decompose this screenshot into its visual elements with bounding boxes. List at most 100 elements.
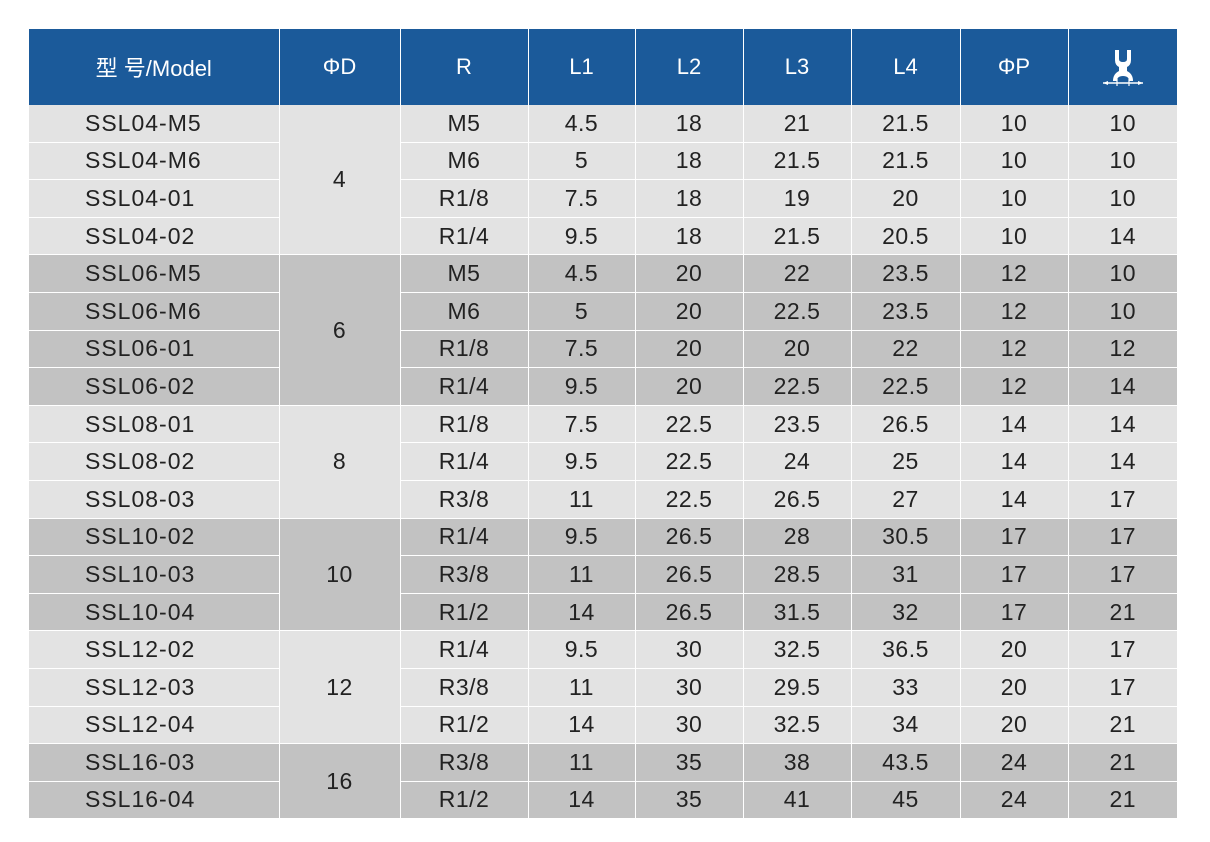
l4-cell: 27 xyxy=(851,480,961,519)
model-cell: SSL12-03 xyxy=(29,668,280,707)
l1-cell: 9.5 xyxy=(528,367,636,406)
header-l4: L4 xyxy=(851,29,961,105)
l1-cell: 9.5 xyxy=(528,630,636,669)
thread-cell: R1/2 xyxy=(400,593,529,632)
model-cell: SSL06-02 xyxy=(29,367,280,406)
hex-cell: 17 xyxy=(1068,555,1177,594)
l4-cell: 34 xyxy=(851,706,961,745)
p-cell: 24 xyxy=(960,743,1069,782)
table-row: SSL04-M6 M6 5 18 21.5 21.5 10 10 xyxy=(29,142,1177,181)
l1-cell: 4.5 xyxy=(528,105,636,143)
l1-cell: 9.5 xyxy=(528,442,636,481)
p-cell: 24 xyxy=(960,781,1069,820)
l3-cell: 31.5 xyxy=(743,593,852,632)
p-cell: 17 xyxy=(960,518,1069,557)
p-cell: 10 xyxy=(960,105,1069,143)
header-row: 型 号/Model ΦD R L1 L2 L3 L4 ΦP xyxy=(29,29,1177,105)
model-cell: SSL10-02 xyxy=(29,518,280,557)
header-l2: L2 xyxy=(635,29,744,105)
thread-cell: R1/8 xyxy=(400,330,529,369)
table-row: SSL06-M5 6 M5 4.5 20 22 23.5 12 10 xyxy=(29,254,1177,406)
hex-cell: 10 xyxy=(1068,105,1177,143)
model-cell: SSL10-03 xyxy=(29,555,280,594)
table-row: SSL06-01 R1/8 7.5 20 20 22 12 12 xyxy=(29,330,1177,369)
hex-cell: 10 xyxy=(1068,179,1177,218)
thread-cell: R3/8 xyxy=(400,743,529,782)
model-cell: SSL04-M6 xyxy=(29,142,280,181)
l3-cell: 28 xyxy=(743,518,852,557)
hex-cell: 10 xyxy=(1068,142,1177,181)
thread-cell: R1/8 xyxy=(400,405,529,444)
l3-cell: 23.5 xyxy=(743,405,852,444)
l4-cell: 20 xyxy=(851,179,961,218)
thread-cell: R3/8 xyxy=(400,555,529,594)
table-header: 型 号/Model ΦD R L1 L2 L3 L4 ΦP xyxy=(29,29,1177,105)
p-cell: 20 xyxy=(960,630,1069,669)
l3-cell: 32.5 xyxy=(743,630,852,669)
l2-cell: 22.5 xyxy=(635,480,744,519)
l2-cell: 18 xyxy=(635,217,744,256)
l1-cell: 7.5 xyxy=(528,330,636,369)
hex-cell: 14 xyxy=(1068,405,1177,444)
model-cell: SSL12-02 xyxy=(29,630,280,669)
l4-cell: 21.5 xyxy=(851,142,961,181)
l4-cell: 22.5 xyxy=(851,367,961,406)
p-cell: 10 xyxy=(960,142,1069,181)
thread-cell: R1/4 xyxy=(400,367,529,406)
l1-cell: 4.5 xyxy=(528,254,636,293)
l1-cell: 7.5 xyxy=(528,179,636,218)
p-cell: 14 xyxy=(960,480,1069,519)
header-l1: L1 xyxy=(528,29,636,105)
hex-cell: 14 xyxy=(1068,217,1177,256)
l2-cell: 20 xyxy=(635,292,744,331)
l3-cell: 41 xyxy=(743,781,852,820)
l4-cell: 20.5 xyxy=(851,217,961,256)
hex-cell: 17 xyxy=(1068,668,1177,707)
l1-cell: 5 xyxy=(528,142,636,181)
l1-cell: 11 xyxy=(528,668,636,707)
table-row: SSL12-03 R3/8 11 30 29.5 33 20 17 xyxy=(29,668,1177,707)
l4-cell: 23.5 xyxy=(851,292,961,331)
table-row: SSL08-02 R1/4 9.5 22.5 24 25 14 14 xyxy=(29,442,1177,481)
l2-cell: 30 xyxy=(635,668,744,707)
table-row: SSL10-03 R3/8 11 26.5 28.5 31 17 17 xyxy=(29,555,1177,594)
spec-table: 型 号/Model ΦD R L1 L2 L3 L4 ΦP SSL04-M5 4 M… xyxy=(29,29,1177,820)
l1-cell: 14 xyxy=(528,781,636,820)
model-cell: SSL04-02 xyxy=(29,217,280,256)
l3-cell: 21.5 xyxy=(743,142,852,181)
hex-cell: 21 xyxy=(1068,781,1177,820)
thread-cell: R1/8 xyxy=(400,179,529,218)
model-cell: SSL06-M5 xyxy=(29,254,280,293)
header-model: 型 号/Model xyxy=(29,29,280,105)
hex-cell: 14 xyxy=(1068,442,1177,481)
diameter-d-cell: 6 xyxy=(279,254,401,406)
diameter-d-cell: 10 xyxy=(279,518,401,632)
model-cell: SSL04-01 xyxy=(29,179,280,218)
l1-cell: 5 xyxy=(528,292,636,331)
thread-cell: R1/4 xyxy=(400,217,529,256)
l3-cell: 22 xyxy=(743,254,852,293)
thread-cell: M6 xyxy=(400,142,529,181)
l3-cell: 32.5 xyxy=(743,706,852,745)
l3-cell: 26.5 xyxy=(743,480,852,519)
table-row: SSL10-02 10 R1/4 9.5 26.5 28 30.5 17 17 xyxy=(29,518,1177,632)
l2-cell: 26.5 xyxy=(635,593,744,632)
l1-cell: 7.5 xyxy=(528,405,636,444)
l2-cell: 20 xyxy=(635,330,744,369)
table-row: SSL12-02 12 R1/4 9.5 30 32.5 36.5 20 17 xyxy=(29,630,1177,745)
p-cell: 17 xyxy=(960,593,1069,632)
header-diameter-d: ΦD xyxy=(279,29,401,105)
p-cell: 12 xyxy=(960,254,1069,293)
diameter-d-cell: 8 xyxy=(279,405,401,519)
l3-cell: 22.5 xyxy=(743,292,852,331)
l4-cell: 25 xyxy=(851,442,961,481)
model-cell: SSL10-04 xyxy=(29,593,280,632)
l2-cell: 22.5 xyxy=(635,442,744,481)
l4-cell: 45 xyxy=(851,781,961,820)
diameter-d-cell: 4 xyxy=(279,105,401,256)
thread-cell: R1/4 xyxy=(400,518,529,557)
p-cell: 10 xyxy=(960,217,1069,256)
table-row: SSL16-04 R1/2 14 35 41 45 24 21 xyxy=(29,781,1177,820)
thread-cell: R3/8 xyxy=(400,480,529,519)
model-cell: SSL08-02 xyxy=(29,442,280,481)
